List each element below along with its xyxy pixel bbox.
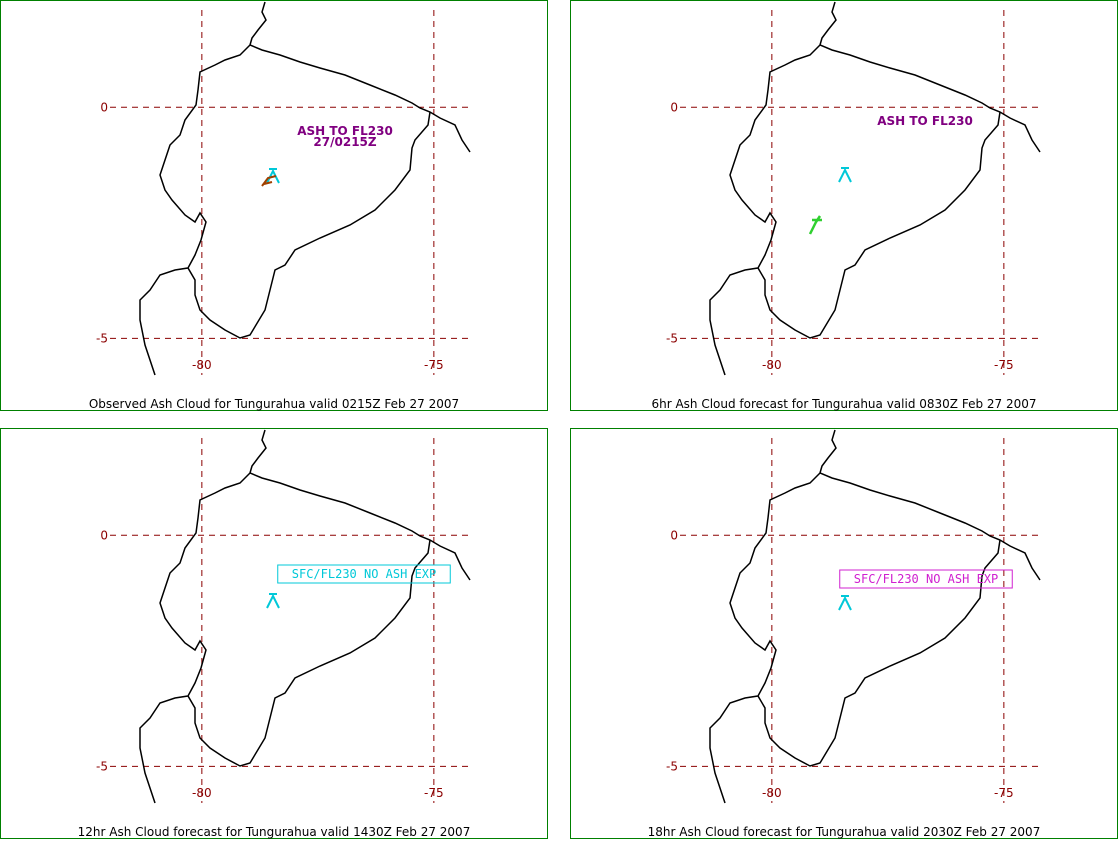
- ash-cloud: [808, 215, 822, 235]
- panel-caption: Observed Ash Cloud for Tungurahua valid …: [89, 397, 459, 411]
- lat-label: -5: [96, 759, 108, 773]
- map-panel: -80 -75 0 -5 SFC/FL230 NO ASH EXP 12hr Ash Cl…: [0, 428, 548, 839]
- annotation: 27/0215Z: [313, 135, 376, 149]
- panel-frame: [0, 428, 548, 839]
- coastline: [709, 429, 1041, 804]
- panel-frame: [570, 428, 1118, 839]
- lat-label: -5: [666, 759, 678, 773]
- panel-caption: 12hr Ash Cloud forecast for Tungurahua v…: [78, 825, 471, 839]
- volcano-symbol: [266, 593, 280, 609]
- panel-caption: 6hr Ash Cloud forecast for Tungurahua va…: [651, 397, 1036, 411]
- coastline: [709, 1, 1041, 376]
- lon-label: -75: [424, 786, 444, 800]
- coastline: [139, 1, 471, 376]
- annotation: ASH TO FL230: [877, 114, 973, 128]
- volcano-symbol: [838, 167, 852, 183]
- panel-frame: [570, 0, 1118, 411]
- map-panel: -80 -75 0 -5 ASH TO FL230 6hr Ash Cloud forec…: [570, 0, 1118, 411]
- annotation-box: [839, 569, 1013, 589]
- map-panel: -80 -75 0 -5 SFC/FL230 NO ASH EXP 18hr Ash Cl…: [570, 428, 1118, 839]
- lat-label: 0: [670, 528, 678, 542]
- annotation: ASH TO FL230: [297, 124, 393, 138]
- lon-label: -75: [424, 358, 444, 372]
- volcano-symbol: [838, 595, 852, 611]
- lon-label: -80: [192, 786, 212, 800]
- lon-label: -80: [762, 786, 782, 800]
- panel-frame: [0, 0, 548, 411]
- lon-label: -75: [994, 358, 1014, 372]
- lat-label: -5: [96, 331, 108, 345]
- annotation: SFC/FL230 NO ASH EXP: [292, 567, 437, 581]
- lat-label: -5: [666, 331, 678, 345]
- volcano-symbol: [266, 168, 280, 184]
- annotation-box: [277, 564, 451, 584]
- lat-label: 0: [670, 100, 678, 114]
- lat-label: 0: [100, 100, 108, 114]
- annotation: SFC/FL230 NO ASH EXP: [854, 572, 999, 586]
- lat-label: 0: [100, 528, 108, 542]
- panel-caption: 18hr Ash Cloud forecast for Tungurahua v…: [648, 825, 1041, 839]
- lon-label: -80: [762, 358, 782, 372]
- lon-label: -75: [994, 786, 1014, 800]
- ash-cloud: [261, 175, 277, 187]
- coastline: [139, 429, 471, 804]
- lon-label: -80: [192, 358, 212, 372]
